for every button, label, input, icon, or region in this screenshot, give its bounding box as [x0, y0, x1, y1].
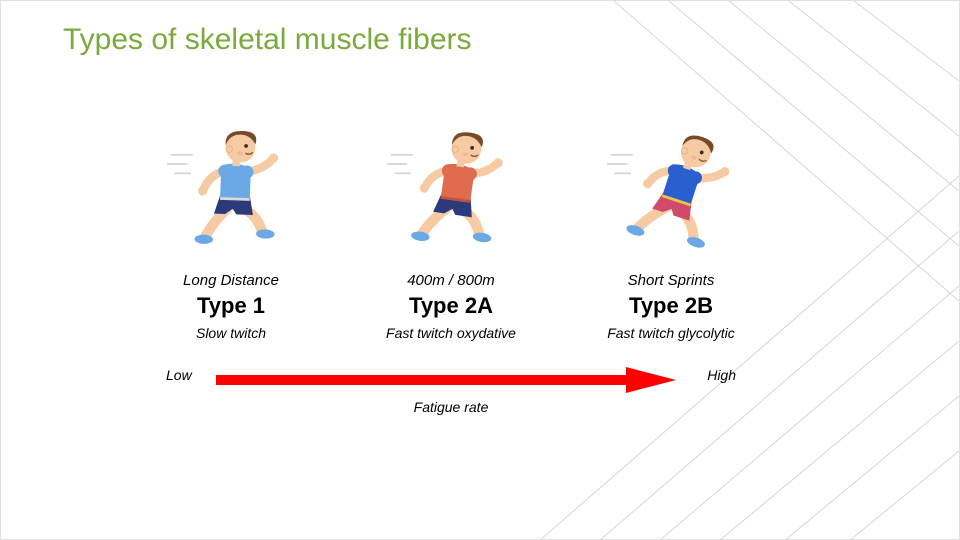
type-label: Type 1 [197, 293, 265, 319]
runner-illustration [386, 121, 516, 266]
twitch-label: Fast twitch glycolytic [607, 325, 735, 341]
fiber-type-column: 400m / 800m Type 2A Fast twitch oxydativ… [351, 121, 551, 341]
page-title: Types of skeletal muscle fibers [63, 23, 472, 57]
fatigue-caption: Fatigue rate [414, 399, 489, 415]
fatigue-high-label: High [707, 367, 736, 383]
type-label: Type 2B [629, 293, 713, 319]
distance-label: Long Distance [183, 272, 279, 289]
content-area: Long Distance Type 1 Slow twitch [131, 121, 771, 425]
fiber-type-column: Long Distance Type 1 Slow twitch [131, 121, 331, 341]
runners-row: Long Distance Type 1 Slow twitch [131, 121, 771, 341]
slide: Types of skeletal muscle fibers [0, 0, 960, 540]
distance-label: 400m / 800m [407, 272, 495, 289]
twitch-label: Fast twitch oxydative [386, 325, 516, 341]
runner-illustration [166, 121, 296, 266]
fatigue-row: Low High Fatigue rate [166, 365, 736, 425]
type-label: Type 2A [409, 293, 493, 319]
twitch-label: Slow twitch [196, 325, 266, 341]
fatigue-arrow [216, 365, 676, 395]
fatigue-low-label: Low [166, 367, 192, 383]
distance-label: Short Sprints [628, 272, 715, 289]
fiber-type-column: Short Sprints Type 2B Fast twitch glycol… [571, 121, 771, 341]
runner-illustration [606, 121, 736, 266]
